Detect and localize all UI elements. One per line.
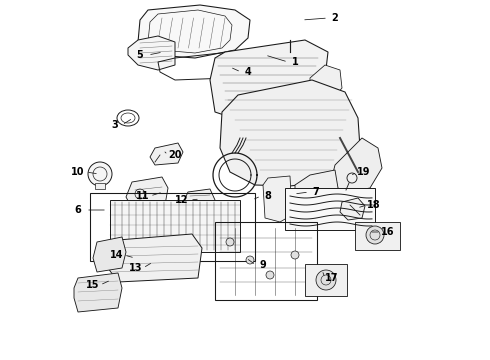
Bar: [355, 222, 400, 250]
Circle shape: [246, 256, 254, 264]
Circle shape: [266, 271, 274, 279]
Bar: [95, 183, 105, 189]
Polygon shape: [108, 234, 202, 282]
Text: 13: 13: [129, 263, 143, 273]
Circle shape: [291, 251, 299, 259]
Text: 20: 20: [168, 150, 182, 160]
Polygon shape: [128, 36, 175, 70]
Bar: [215, 222, 317, 300]
Text: 9: 9: [260, 260, 267, 270]
Text: 4: 4: [245, 67, 251, 77]
Polygon shape: [220, 80, 360, 186]
Text: 1: 1: [292, 57, 298, 67]
Text: 18: 18: [367, 200, 381, 210]
Text: 3: 3: [112, 120, 119, 130]
Text: 19: 19: [357, 167, 371, 177]
Polygon shape: [93, 237, 126, 272]
Text: 6: 6: [74, 205, 81, 215]
Bar: [110, 200, 240, 252]
Text: 7: 7: [313, 187, 319, 197]
Text: 14: 14: [110, 250, 124, 260]
Polygon shape: [138, 5, 250, 58]
Text: 15: 15: [86, 280, 100, 290]
Polygon shape: [74, 273, 122, 312]
Text: 2: 2: [332, 13, 339, 23]
Polygon shape: [330, 138, 382, 192]
Polygon shape: [150, 143, 183, 165]
Circle shape: [226, 238, 234, 246]
Polygon shape: [263, 176, 292, 222]
Polygon shape: [183, 189, 215, 215]
Circle shape: [347, 173, 357, 183]
Bar: [285, 188, 375, 230]
Text: 12: 12: [175, 195, 189, 205]
Text: 10: 10: [71, 167, 85, 177]
Polygon shape: [340, 198, 365, 220]
Circle shape: [88, 162, 112, 186]
Circle shape: [316, 270, 336, 290]
Text: 16: 16: [381, 227, 395, 237]
Text: 8: 8: [265, 191, 271, 201]
Text: 5: 5: [137, 50, 144, 60]
Text: 17: 17: [325, 273, 339, 283]
Polygon shape: [295, 170, 338, 210]
Bar: [305, 264, 347, 296]
Polygon shape: [310, 65, 342, 102]
Circle shape: [366, 226, 384, 244]
Polygon shape: [210, 40, 328, 122]
Text: 11: 11: [136, 191, 150, 201]
Bar: [90, 193, 255, 261]
Polygon shape: [126, 177, 168, 208]
